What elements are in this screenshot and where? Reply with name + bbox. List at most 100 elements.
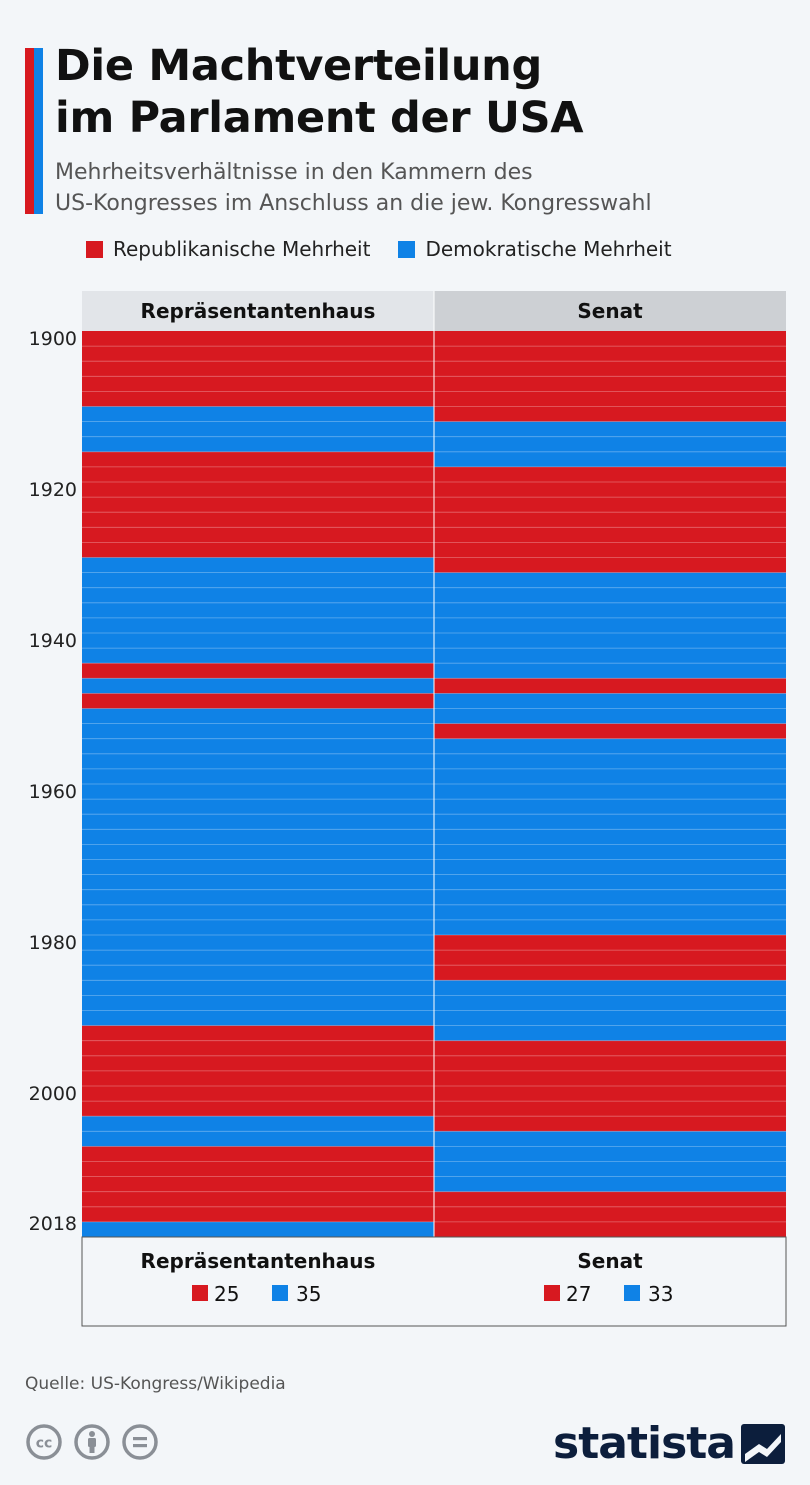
totals-box [81, 1236, 787, 1327]
cell-house-1946 [82, 678, 434, 694]
cell-house-1970 [82, 859, 434, 875]
cell-senate-1972 [434, 874, 786, 890]
cell-house-1956 [82, 753, 434, 770]
legend-swatch-republican [86, 240, 103, 258]
cell-senate-1948 [434, 693, 786, 709]
cell-senate-1990 [434, 1010, 786, 1026]
accent-red-stripe [25, 48, 34, 214]
cell-senate-1918 [434, 466, 786, 483]
cell-house-1910 [82, 406, 434, 422]
cell-house-1920 [82, 482, 434, 498]
cell-senate-1980 [434, 935, 786, 951]
cell-house-1914 [82, 436, 434, 453]
cell-house-1924 [82, 512, 434, 528]
cell-senate-2004 [434, 1116, 786, 1132]
cell-senate-1930 [434, 557, 786, 573]
cell-senate-1908 [434, 391, 786, 407]
cell-senate-2008 [434, 1146, 786, 1162]
cell-senate-1952 [434, 723, 786, 739]
cell-house-2008 [82, 1146, 434, 1162]
column-header-senate-bg [434, 291, 786, 331]
totals-republican-house: 25 [214, 1282, 239, 1306]
cell-house-1986 [82, 980, 434, 996]
cell-house-1996 [82, 1055, 434, 1072]
cell-house-1934 [82, 587, 434, 604]
cell-house-1918 [82, 466, 434, 483]
y-tick-label-2000: 2000 [29, 1083, 77, 1105]
cell-senate-1974 [434, 889, 786, 906]
cell-house-1948 [82, 693, 434, 709]
cc-icon[interactable]: cc [25, 1423, 63, 1461]
cell-senate-1906 [434, 376, 786, 392]
cell-senate-1936 [434, 602, 786, 619]
cell-house-1958 [82, 768, 434, 785]
totals-swatch-democratic-senate [624, 1285, 640, 1301]
totals-label-senate: Senat [577, 1249, 643, 1273]
chart-subtitle: Mehrheitsverhältnisse in den Kammern des… [55, 160, 652, 216]
cell-senate-1950 [434, 708, 786, 724]
cell-senate-1944 [434, 663, 786, 679]
cell-senate-1900 [434, 331, 786, 347]
statista-wordmark: statista [553, 1418, 736, 1469]
cell-house-1926 [82, 527, 434, 543]
cell-house-1936 [82, 602, 434, 619]
y-tick-label-2018: 2018 [29, 1213, 77, 1235]
cell-senate-1986 [434, 980, 786, 996]
cell-house-1930 [82, 557, 434, 573]
totals-republican-senate: 27 [566, 1282, 591, 1306]
cell-senate-1920 [434, 482, 786, 498]
cell-senate-1902 [434, 346, 786, 362]
cell-house-1962 [82, 799, 434, 815]
cell-house-1980 [82, 935, 434, 951]
cell-senate-1938 [434, 617, 786, 634]
cell-senate-1934 [434, 587, 786, 604]
cell-house-1916 [82, 451, 434, 468]
cell-house-1902 [82, 346, 434, 362]
no-derivatives-icon[interactable] [121, 1423, 159, 1461]
cell-senate-1958 [434, 768, 786, 785]
cell-house-1904 [82, 361, 434, 377]
cell-senate-1998 [434, 1070, 786, 1087]
cell-senate-1946 [434, 678, 786, 694]
cell-house-1990 [82, 1010, 434, 1026]
cell-senate-1942 [434, 648, 786, 664]
cell-senate-2014 [434, 1191, 786, 1208]
cell-house-2018 [82, 1221, 434, 1238]
column-header-house: Repräsentantenhaus [141, 299, 376, 323]
cell-house-1966 [82, 829, 434, 845]
cell-house-1954 [82, 738, 434, 755]
source-note: Quelle: US-Kongress/Wikipedia [25, 1374, 286, 1394]
accent-blue-stripe [34, 48, 43, 214]
cell-senate-2006 [434, 1131, 786, 1147]
cell-house-1922 [82, 497, 434, 513]
cell-house-2016 [82, 1206, 434, 1223]
totals-swatch-democratic-house [272, 1285, 288, 1301]
cell-senate-1904 [434, 361, 786, 377]
cell-house-1992 [82, 1025, 434, 1041]
cell-senate-1984 [434, 965, 786, 981]
cell-house-1928 [82, 542, 434, 558]
totals-swatch-republican-senate [544, 1285, 560, 1301]
y-tick-label-1960: 1960 [29, 781, 77, 803]
attribution-icon[interactable] [73, 1423, 111, 1461]
majority-heatmap-chart: Repräsentantenhaus Senat 1900 1920 1940 1960 1… [29, 291, 787, 1327]
y-tick-label-1980: 1980 [29, 932, 77, 954]
cell-house-1950 [82, 708, 434, 724]
cell-house-1932 [82, 572, 434, 588]
svg-text:cc: cc [36, 1436, 53, 1452]
cell-senate-1988 [434, 995, 786, 1011]
totals-democratic-house: 35 [296, 1282, 321, 1306]
cell-house-1968 [82, 844, 434, 860]
cell-senate-2018 [434, 1221, 786, 1238]
column-header-senate: Senat [577, 299, 643, 323]
cell-senate-1994 [434, 1040, 786, 1057]
cell-house-1976 [82, 904, 434, 921]
cell-house-1982 [82, 950, 434, 966]
cell-house-1988 [82, 995, 434, 1011]
legend-item-democratic: Demokratische Mehrheit [398, 237, 672, 261]
cell-senate-1940 [434, 633, 786, 649]
cell-senate-1970 [434, 859, 786, 875]
cell-house-2012 [82, 1176, 434, 1192]
cell-senate-2016 [434, 1206, 786, 1223]
cell-house-1912 [82, 421, 434, 437]
